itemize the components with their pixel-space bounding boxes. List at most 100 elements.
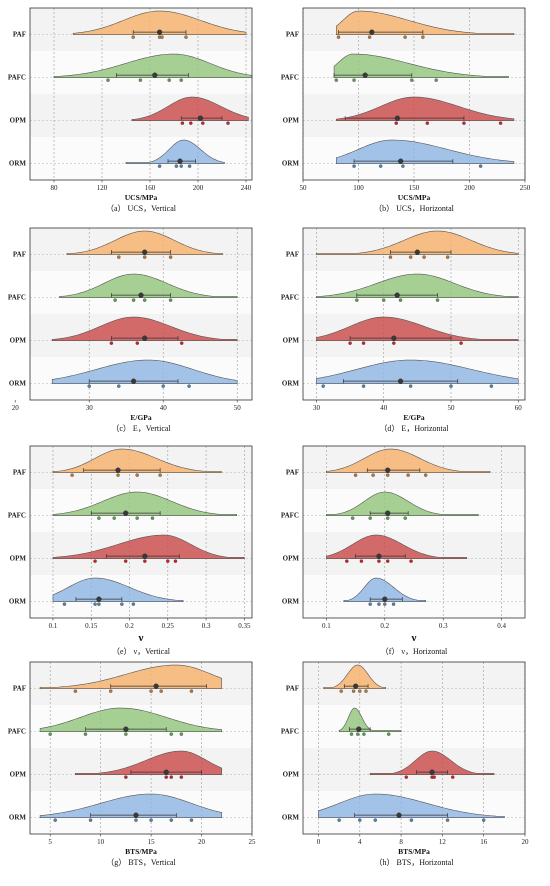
- mean-marker: [362, 72, 368, 78]
- data-point: [70, 473, 74, 477]
- data-point: [112, 516, 116, 520]
- data-point: [382, 298, 386, 302]
- data-point: [143, 559, 147, 563]
- category-label: OPM: [10, 337, 27, 345]
- mean-marker: [115, 467, 121, 473]
- data-point: [478, 164, 483, 168]
- data-point: [109, 689, 113, 693]
- mean-marker: [391, 335, 397, 341]
- mean-marker: [382, 596, 388, 602]
- data-point: [394, 121, 398, 125]
- data-point: [336, 35, 341, 39]
- x-tick-label: 30: [313, 404, 321, 412]
- x-tick-label: 160: [145, 184, 156, 192]
- violin-pafc: [333, 53, 509, 78]
- data-point: [489, 384, 494, 388]
- mean-marker: [142, 553, 148, 559]
- x-tick-label: 0.3: [202, 622, 211, 630]
- data-point: [189, 689, 194, 693]
- category-label: OPM: [10, 117, 27, 125]
- data-point: [398, 298, 403, 302]
- category-label: OPM: [283, 555, 300, 563]
- data-point: [168, 255, 173, 259]
- violin-orm: [51, 359, 238, 384]
- data-point: [88, 818, 93, 822]
- violin-orm: [39, 793, 223, 818]
- violin-orm: [52, 577, 184, 602]
- data-point: [97, 516, 101, 520]
- data-point: [142, 255, 147, 259]
- category-label: PAF: [13, 31, 26, 39]
- chart-panel-8: PAF PAFC OPM ORM 0 4 8 12 16 20 BTS/MPa （h） BTS，Hor…: [281, 661, 529, 867]
- data-point: [351, 689, 356, 693]
- violin-pafc: [326, 491, 479, 516]
- violin-paf: [72, 10, 247, 35]
- data-point: [404, 775, 408, 779]
- violin-pafc: [59, 273, 238, 298]
- data-point: [169, 775, 173, 779]
- x-tick-label: 40: [380, 404, 388, 412]
- panel-caption: （h） BTS，Horizontal: [375, 858, 455, 867]
- data-point: [184, 35, 188, 39]
- violin-pafc: [39, 707, 223, 732]
- data-point: [187, 164, 192, 168]
- category-label: ORM: [9, 598, 27, 606]
- mean-marker: [429, 769, 435, 775]
- data-point: [362, 732, 366, 736]
- data-point: [142, 298, 147, 302]
- data-point: [378, 164, 383, 168]
- data-point: [388, 255, 393, 259]
- data-point: [116, 473, 120, 477]
- violin-paf: [66, 230, 223, 255]
- x-tick-label: 50: [234, 404, 242, 412]
- mean-marker: [385, 467, 391, 473]
- mean-marker: [177, 158, 183, 164]
- data-point: [93, 602, 97, 606]
- category-label: PAFC: [8, 294, 26, 302]
- data-point: [179, 775, 184, 779]
- category-label: PAFC: [281, 74, 299, 82]
- x-tick-label: 4: [358, 838, 362, 846]
- data-point: [371, 473, 375, 477]
- x-axis-label: E/GPa: [130, 413, 152, 422]
- data-point: [189, 818, 194, 822]
- x-tick-label: 20: [198, 838, 206, 846]
- data-point: [377, 602, 381, 606]
- data-point: [117, 255, 121, 259]
- panel-caption: （b） UCS，Horizontal: [374, 204, 455, 213]
- data-point: [377, 559, 381, 563]
- violin-paf: [326, 448, 491, 473]
- row-band: [30, 137, 252, 180]
- data-point: [352, 78, 356, 82]
- data-point: [160, 35, 164, 39]
- data-point: [159, 689, 163, 693]
- x-axis-label: BTS/MPa: [125, 847, 157, 856]
- data-point: [353, 473, 358, 477]
- mean-marker: [394, 115, 400, 121]
- category-label: PAFC: [281, 728, 299, 736]
- data-point: [93, 559, 97, 563]
- x-tick-label: 10: [97, 838, 105, 846]
- data-point: [408, 255, 413, 259]
- violin-opm: [326, 534, 467, 559]
- mean-marker: [96, 596, 102, 602]
- data-point: [131, 602, 136, 606]
- data-point: [356, 732, 360, 736]
- data-point: [358, 818, 362, 822]
- mean-marker: [133, 812, 139, 818]
- x-tick-label: 0.2: [380, 622, 389, 630]
- violin-orm: [125, 139, 225, 164]
- data-point: [334, 78, 339, 82]
- panel-caption: （c） E，Vertical: [111, 424, 171, 433]
- category-label: ORM: [9, 160, 27, 168]
- data-point: [321, 384, 325, 388]
- violin-pafc: [338, 707, 402, 732]
- data-point: [83, 732, 88, 736]
- violin-opm: [369, 750, 495, 775]
- data-point: [168, 298, 173, 302]
- data-point: [385, 516, 390, 520]
- violin-orm: [336, 139, 515, 164]
- violin-paf: [323, 664, 386, 689]
- data-point: [123, 559, 128, 563]
